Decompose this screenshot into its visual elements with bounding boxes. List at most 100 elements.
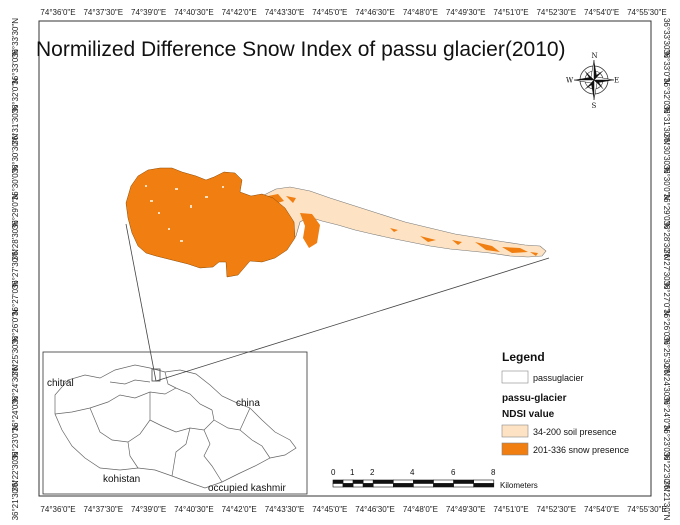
lon-tick-bottom-9: 74°49'30"E (446, 505, 486, 514)
lat-left-3: 36°31'30"N (11, 104, 20, 144)
compass-n: N (592, 52, 598, 60)
lat-right-13: 36°24'0"N (662, 396, 671, 432)
lat-right-7: 36°28'30"N (662, 220, 671, 260)
scale-segment-top-1 (342, 479, 354, 484)
legend-title: Legend (502, 350, 545, 364)
lat-right-5: 36°30'0"N (662, 165, 671, 201)
lon-tick-bottom-8: 74°48'0"E (403, 505, 438, 514)
glacier-soil-area (261, 186, 547, 258)
glacier-snow-patches (268, 194, 538, 256)
lat-left-8: 36°27'30"N (11, 249, 20, 289)
lon-tick-top-2: 74°39'0"E (131, 8, 166, 17)
lon-tick-top-5: 74°43'30"E (265, 8, 305, 17)
lat-left-14: 36°23'0"N (11, 425, 20, 461)
lat-left-11: 36°25'30"N (11, 336, 20, 376)
scale-segment-top-7 (433, 479, 454, 484)
lon-tick-bottom-0: 74°36'0"E (40, 505, 75, 514)
lat-left-9: 36°27'0"N (11, 280, 20, 316)
scale-segment-top-5 (392, 479, 414, 484)
lat-right-12: 36°24'30"N (662, 365, 671, 405)
scale-label-1: 1 (350, 468, 355, 477)
scale-segment-bottom-2 (352, 483, 364, 488)
lon-tick-top-9: 74°49'30"E (446, 8, 486, 17)
lon-tick-bottom-12: 74°54'0"E (584, 505, 619, 514)
lat-right-4: 36°30'30"N (662, 134, 671, 174)
lat-left-10: 36°26'0"N (11, 309, 20, 345)
lat-right-10: 36°26'0"N (662, 309, 671, 345)
scale-segment-bottom-3 (362, 483, 374, 488)
lat-left-12: 36°24'30"N (11, 365, 20, 405)
scale-segment-bottom-5 (392, 483, 414, 488)
lat-right-0: 36°33'30"N (662, 18, 671, 58)
map-title: Normilized Difference Snow Index of pass… (36, 38, 566, 61)
lon-tick-top-4: 74°42'0"E (222, 8, 257, 17)
scale-segment-top-2 (352, 479, 364, 484)
lat-right-11: 36°25'30"N (662, 336, 671, 376)
lon-tick-bottom-11: 74°52'30"E (536, 505, 576, 514)
lat-right-8: 36°27'30"N (662, 249, 671, 289)
scale-label-4: 4 (410, 468, 415, 477)
lon-tick-bottom-13: 74°55'30"E (627, 505, 667, 514)
inset-label-china: china (236, 398, 260, 409)
compass-w: W (566, 77, 574, 85)
lat-left-15: 36°22'30"N (11, 451, 20, 491)
glacier-snow-area (125, 167, 296, 278)
scale-segment-top-0 (332, 479, 344, 484)
scale-segment-bottom-6 (413, 483, 434, 488)
scale-label-6: 6 (451, 468, 456, 477)
lat-left-1: 36°33'0"N (11, 49, 20, 85)
lon-tick-bottom-7: 74°46'30"E (355, 505, 395, 514)
lon-tick-bottom-2: 74°39'0"E (131, 505, 166, 514)
scale-unit: Kilometers (500, 481, 538, 490)
legend-swatch-passu (501, 370, 529, 384)
scale-segment-bottom-1 (342, 483, 354, 488)
scale-segment-bottom-7 (433, 483, 454, 488)
longitude-ticks-top: 74°36'0"E 74°37'30"E 74°39'0"E 74°40'30"E 74… (40, 8, 666, 17)
lon-tick-top-11: 74°52'30"E (536, 8, 576, 17)
lon-tick-bottom-5: 74°43'30"E (265, 505, 305, 514)
compass-rose-icon: N S E W (566, 52, 619, 110)
inset-map-frame (42, 351, 308, 495)
latitude-ticks-left: 36°33'30"N36°33'0"N36°32'0"N36°31'30"N36… (11, 18, 20, 521)
lon-tick-top-0: 74°36'0"E (40, 8, 75, 17)
scale-segment-bottom-9 (473, 483, 495, 488)
snow-area-gaps (145, 185, 224, 242)
scale-segment-bottom-4 (372, 483, 394, 488)
lon-tick-bottom-4: 74°42'0"E (222, 505, 257, 514)
scale-label-2: 2 (370, 468, 375, 477)
scale-segment-top-3 (362, 479, 374, 484)
scale-segment-top-8 (453, 479, 475, 484)
inset-label-chitral: chitral (47, 378, 74, 389)
scale-segment-top-6 (413, 479, 434, 484)
lat-left-7: 36°28'30"N (11, 220, 20, 260)
lon-tick-top-10: 74°51'0"E (493, 8, 528, 17)
lat-right-16: 36°21'30"N (662, 480, 671, 520)
lat-right-1: 36°33'0"N (662, 49, 671, 85)
inset-label-occupied-kashmir: occupied kashmir (208, 483, 286, 494)
lat-left-6: 36°29'0"N (11, 193, 20, 229)
lon-tick-top-3: 74°40'30"E (174, 8, 214, 17)
lat-left-4: 36°30'30"N (11, 133, 20, 173)
lat-right-6: 36°29'0"N (662, 194, 671, 230)
inset-district-boundaries (54, 364, 297, 489)
lon-tick-top-12: 74°54'0"E (584, 8, 619, 17)
lon-tick-top-8: 74°48'0"E (403, 8, 438, 17)
scale-label-0: 0 (331, 468, 336, 477)
lon-tick-bottom-3: 74°40'30"E (174, 505, 214, 514)
lat-right-9: 36°27'0"N (662, 280, 671, 316)
legend-snow-label: 201-336 snow presence (533, 445, 629, 455)
legend-swatch-snow (501, 442, 529, 456)
lat-right-3: 36°31'30"N (662, 105, 671, 145)
legend-swatch-soil (501, 424, 529, 438)
lat-left-5: 36°30'0"N (11, 164, 20, 200)
scale-segment-bottom-0 (332, 483, 344, 488)
lat-left-13: 36°24'0"N (11, 396, 20, 432)
lon-tick-top-7: 74°46'30"E (355, 8, 395, 17)
legend-field-name: NDSI value (502, 409, 555, 420)
lat-left-16: 36°21'30"N (11, 480, 20, 520)
scale-segment-top-9 (473, 479, 495, 484)
lon-tick-top-13: 74°55'30"E (627, 8, 667, 17)
lat-right-14: 36°23'0"N (662, 425, 671, 461)
legend-passu-label: passuglacier (533, 373, 584, 383)
